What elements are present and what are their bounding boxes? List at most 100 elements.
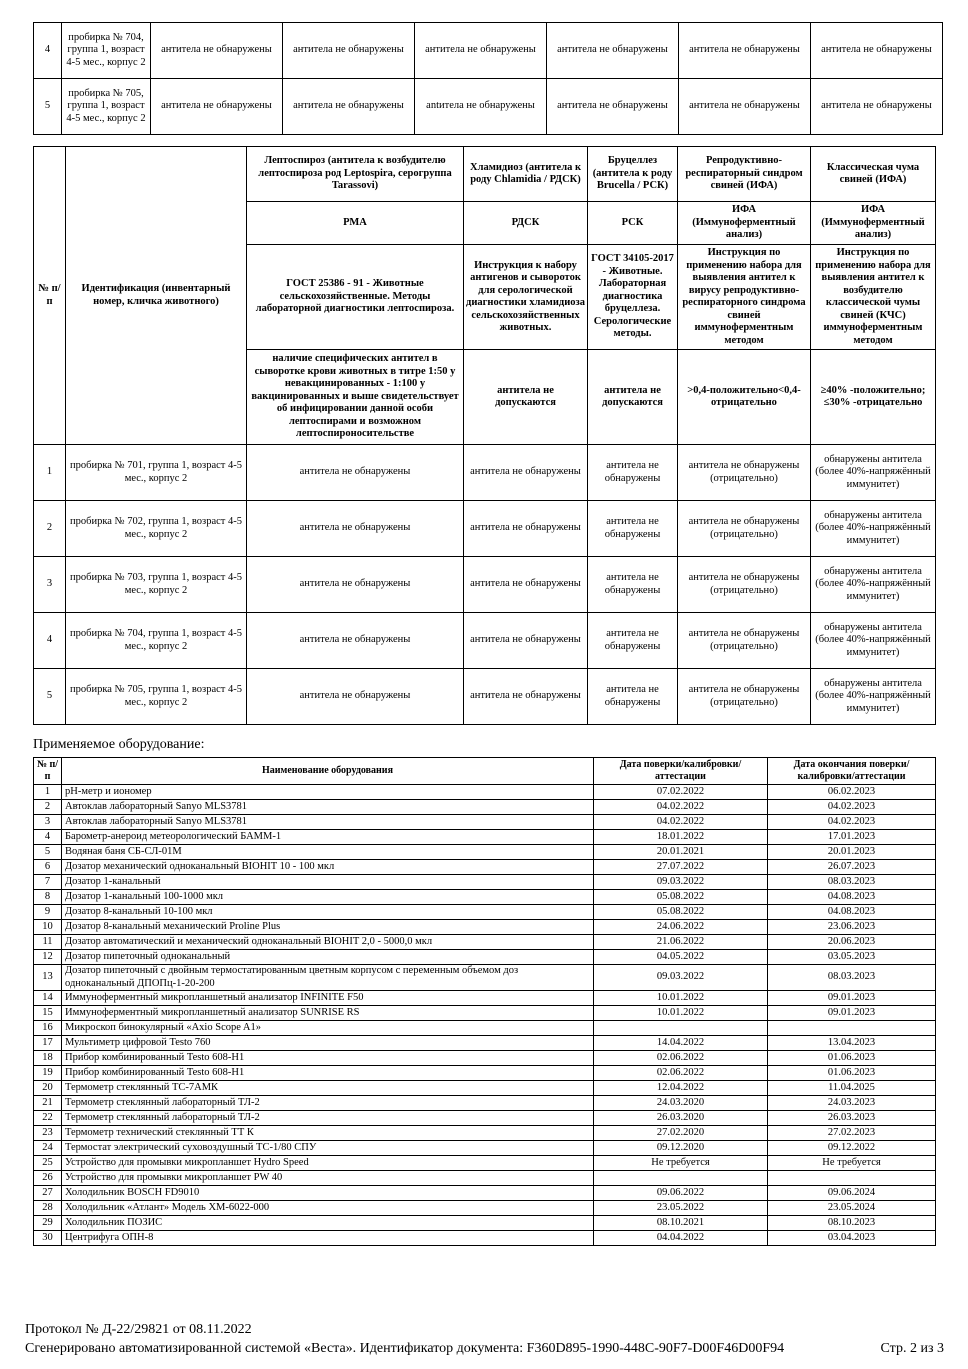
verification-date: 18.01.2022: [593, 829, 768, 845]
result-cell: антитела не обнаружены (отрицательно): [677, 668, 811, 725]
equipment-name: Дозатор 8-канальный механический Proline…: [61, 919, 594, 935]
result-cell: обнаружены антитела (более 40%-напряжённ…: [810, 500, 936, 557]
row-number: 24: [33, 1140, 62, 1156]
header-method: РДСК: [463, 201, 588, 245]
verification-end-date: 08.03.2023: [767, 964, 936, 991]
header-row-standards: ГОСТ 25386 - 91 - Животные сельскохозяйс…: [34, 244, 936, 350]
equipment-name: Холодильник BOSCH FD9010: [61, 1185, 594, 1201]
header-norm: ≥40% -положительно; ≤30% -отрицательно: [810, 349, 936, 445]
row-number: 29: [33, 1215, 62, 1231]
result-cell: антитела не обнаружены: [246, 612, 464, 669]
header-method: ИФА (Иммуноферментный анализ): [677, 201, 811, 245]
header-disease: Репродуктивно-респираторный синдром свин…: [677, 146, 811, 202]
equipment-name: Водяная баня СБ-СЛ-01М: [61, 844, 594, 860]
verification-date: [593, 1020, 768, 1036]
row-number: 12: [33, 949, 62, 965]
verification-end-date: 04.08.2023: [767, 889, 936, 905]
verification-date: 05.08.2022: [593, 889, 768, 905]
result-cell: обнаружены антитела (более 40%-напряжённ…: [810, 612, 936, 669]
equipment-name: Термометр стеклянный лабораторный ТЛ-2: [61, 1095, 594, 1111]
verification-end-date: 01.06.2023: [767, 1050, 936, 1066]
result-cell: антитела не обнаружены: [587, 444, 678, 501]
result-cell: антитела не обнаружены: [678, 78, 811, 135]
verification-end-date: [767, 1170, 936, 1186]
verification-end-date: 27.02.2023: [767, 1125, 936, 1141]
row-number: 1: [33, 784, 62, 800]
row-number: 8: [33, 889, 62, 905]
equipment-name: Мультиметр цифровой Testo 760: [61, 1035, 594, 1051]
row-number: 25: [33, 1155, 62, 1171]
verification-end-date: 03.04.2023: [767, 1230, 936, 1246]
verification-date: 24.06.2022: [593, 919, 768, 935]
equipment-name: Автоклав лабораторный Sanyo MLS3781: [61, 814, 594, 830]
row-number: 2: [33, 500, 66, 557]
verification-end-date: 06.02.2023: [767, 784, 936, 800]
header-row-diseases: № п/п Идентификация (инвентарный номер, к…: [33, 146, 936, 445]
result-cell: обнаружены антитела (более 40%-напряжённ…: [810, 444, 936, 501]
sample-id: пробирка № 705, группа 1, возраст 4-5 ме…: [61, 78, 151, 135]
result-cell: антитела не обнаружены: [463, 668, 588, 725]
result-cell: антитела не обнаружены: [463, 444, 588, 501]
table-row: 12 Дозатор пипеточный одноканальный 04.05.…: [33, 949, 936, 965]
table-row: 4 Барометр-анероид метеорологический БАММ…: [33, 829, 936, 845]
result-cell: антитела не обнаружены: [246, 556, 464, 613]
header-number: № п/п: [33, 146, 66, 445]
row-number: 30: [33, 1230, 62, 1246]
row-number: 3: [33, 814, 62, 830]
header-norm: антитела не допускаются: [587, 349, 678, 445]
row-number: 26: [33, 1170, 62, 1186]
table-row: 4 пробирка № 704, группа 1, возраст 4-5 м…: [33, 612, 936, 669]
table-row: 4 пробирка № 704, группа 1, возраст 4-5 м…: [33, 22, 943, 79]
table-row: 6 Дозатор механический одноканальный BIOH…: [33, 859, 936, 875]
result-cell: антитела не обнаружены: [678, 22, 811, 79]
equipment-name: Дозатор 1-канальный 100-1000 мкл: [61, 889, 594, 905]
row-number: 28: [33, 1200, 62, 1216]
table-row: 14 Иммуноферментный микропланшетный анали…: [33, 990, 936, 1006]
header-verification-end-date: Дата окончания поверки/калибровки/аттест…: [767, 757, 936, 785]
row-number: 4: [33, 612, 66, 669]
table-row: 2 Автоклав лабораторный Sanyo MLS3781 04.0…: [33, 799, 936, 815]
header-disease: Лептоспироз (антитела к возбудителю лепт…: [246, 146, 464, 202]
result-cell: антитела не обнаружены: [463, 612, 588, 669]
row-number: 5: [33, 668, 66, 725]
verification-end-date: 23.06.2023: [767, 919, 936, 935]
table-row: 25 Устройство для промывки микропланшет H…: [33, 1155, 936, 1171]
row-number: 11: [33, 934, 62, 950]
table-row: 19 Прибор комбинированный Testo 608-H1 02.…: [33, 1065, 936, 1081]
result-cell: антитела не обнаружены: [587, 556, 678, 613]
equipment-name: Устройство для промывки микропланшет PW …: [61, 1170, 594, 1186]
table-row: 9 Дозатор 8-канальный 10-100 мкл 05.08.202…: [33, 904, 936, 920]
header-row-methods: РМА РДСК РСК ИФА (Иммуноферментный анализ) И…: [34, 201, 936, 245]
equipment-name: Дозатор механический одноканальный BIOHI…: [61, 859, 594, 875]
verification-end-date: 11.04.2025: [767, 1080, 936, 1096]
table-row: 8 Дозатор 1-канальный 100-1000 мкл 05.08.2…: [33, 889, 936, 905]
verification-end-date: 17.01.2023: [767, 829, 936, 845]
verification-date: [593, 1170, 768, 1186]
row-number: 22: [33, 1110, 62, 1126]
result-cell: антитела не обнаружены (отрицательно): [677, 556, 811, 613]
verification-date: 10.01.2022: [593, 1005, 768, 1021]
equipment-label: Применяемое оборудование:: [33, 737, 205, 752]
equipment-name: Иммуноферментный микропланшетный анализа…: [61, 1005, 594, 1021]
table-row: 2 пробирка № 702, группа 1, возраст 4-5 м…: [33, 500, 936, 557]
table-row: 22 Термометр стеклянный лабораторный ТЛ-2…: [33, 1110, 936, 1126]
row-number: 10: [33, 919, 62, 935]
equipment-name: Термометр стеклянный лабораторный ТЛ-2: [61, 1110, 594, 1126]
verification-end-date: 24.03.2023: [767, 1095, 936, 1111]
result-cell: антитела не обнаружены: [463, 500, 588, 557]
header-standard: ГОСТ 34105-2017 - Животные. Лабораторная…: [587, 244, 678, 350]
result-cell: антитела не обнаружены (отрицательно): [677, 612, 811, 669]
verification-date: 04.02.2022: [593, 799, 768, 815]
equipment-name: Дозатор 8-канальный 10-100 мкл: [61, 904, 594, 920]
result-cell: antитела не обнаружены: [414, 78, 547, 135]
verification-end-date: 13.04.2023: [767, 1035, 936, 1051]
table-row: 30 Центрифуга ОПН-8 04.04.2022 03.04.2023: [33, 1230, 936, 1246]
verification-end-date: 20.01.2023: [767, 844, 936, 860]
row-number: 18: [33, 1050, 62, 1066]
result-cell: антитела не обнаружены: [150, 22, 283, 79]
equipment-name: Иммуноферментный микропланшетный анализа…: [61, 990, 594, 1006]
result-cell: антитела не обнаружены: [587, 668, 678, 725]
verification-end-date: 26.07.2023: [767, 859, 936, 875]
verification-date: Не требуется: [593, 1155, 768, 1171]
